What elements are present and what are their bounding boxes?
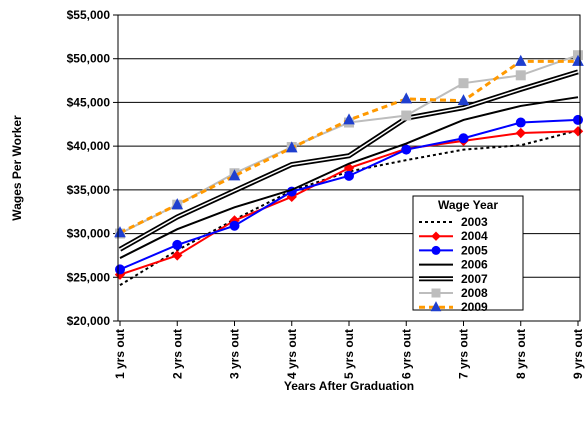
legend-label: 2003 xyxy=(461,215,488,229)
data-point-triangle xyxy=(457,94,470,106)
x-tick-label: 5 yrs out xyxy=(342,329,356,379)
legend-item-2003: 2003 xyxy=(419,215,488,229)
data-point-square xyxy=(431,288,441,298)
series-lines xyxy=(114,50,584,287)
data-point-diamond xyxy=(172,250,183,261)
y-tick-label: $20,000 xyxy=(67,314,111,328)
legend-item-2004: 2004 xyxy=(419,229,488,243)
data-point-square xyxy=(458,78,469,89)
data-point-circle xyxy=(458,133,469,144)
legend-item-2005: 2005 xyxy=(419,243,488,257)
data-point-circle xyxy=(172,239,183,250)
x-axis-ticks: 1 yrs out 2 yrs out 3 yrs out 4 yrs out 5 yr… xyxy=(113,321,585,379)
x-tick-label: 1 yrs out xyxy=(113,329,127,379)
data-point-square xyxy=(401,110,412,121)
y-tick-label: $25,000 xyxy=(67,270,111,284)
legend-box xyxy=(412,195,524,311)
legend-label: 2005 xyxy=(461,243,488,257)
data-point-circle xyxy=(115,264,125,275)
series-line xyxy=(119,96,579,259)
legend-item-2008: 2008 xyxy=(419,286,488,300)
data-point-diamond xyxy=(515,127,526,139)
data-point-triangle xyxy=(171,198,184,210)
legend-label: 2006 xyxy=(461,258,488,272)
legend-item-2007: 2007 xyxy=(419,272,488,286)
x-tick-label: 9 yrs out xyxy=(571,329,585,379)
x-tick-label: 3 yrs out xyxy=(228,329,242,379)
data-point-triangle xyxy=(343,113,355,125)
data-point-circle xyxy=(344,170,354,181)
data-point-square xyxy=(515,70,526,81)
data-point-circle xyxy=(573,114,583,125)
gridlines xyxy=(118,14,580,322)
legend-label: 2008 xyxy=(461,286,488,300)
y-tick-label: $40,000 xyxy=(67,139,111,153)
x-tick-label: 6 yrs out xyxy=(399,329,413,379)
x-tick-label: 2 yrs out xyxy=(170,329,184,379)
y-tick-label: $30,000 xyxy=(67,227,111,241)
data-point-circle xyxy=(431,245,441,255)
series-2005 xyxy=(115,114,583,275)
data-point-triangle xyxy=(514,54,527,66)
y-axis-title: Wages Per Worker xyxy=(10,115,24,221)
legend-label: 2009 xyxy=(461,300,488,314)
x-tick-label: 4 yrs out xyxy=(285,329,299,379)
data-point-triangle xyxy=(400,92,413,104)
data-point-triangle xyxy=(285,141,298,153)
legend-item-2006: 2006 xyxy=(419,258,488,272)
series-2006 xyxy=(119,96,579,259)
y-tick-label: $50,000 xyxy=(67,52,111,66)
y-tick-label: $35,000 xyxy=(67,183,111,197)
x-axis-title: Years After Graduation xyxy=(284,379,414,393)
data-point-diamond xyxy=(431,231,441,241)
data-point-triangle xyxy=(430,301,442,312)
legend-title: Wage Year xyxy=(438,198,498,212)
data-point-triangle xyxy=(228,169,241,181)
data-point-circle xyxy=(401,144,412,155)
y-tick-label: $45,000 xyxy=(67,95,111,109)
legend-label: 2004 xyxy=(461,229,488,243)
y-axis-ticks: $20,000 $25,000 $30,000 $35,000 $40,000 $45,0… xyxy=(67,8,118,328)
series-2007 xyxy=(118,69,579,252)
legend-item-2009: 2009 xyxy=(419,300,488,314)
y-tick-label: $55,000 xyxy=(67,8,111,22)
x-tick-label: 8 yrs out xyxy=(514,329,528,379)
data-point-circle xyxy=(229,220,240,231)
data-point-circle xyxy=(515,117,526,128)
legend-label: 2007 xyxy=(461,272,488,286)
series-line-inner xyxy=(119,71,579,250)
plot-area-frame xyxy=(117,14,581,322)
data-point-diamond xyxy=(572,126,584,137)
x-tick-label: 7 yrs out xyxy=(457,329,471,379)
